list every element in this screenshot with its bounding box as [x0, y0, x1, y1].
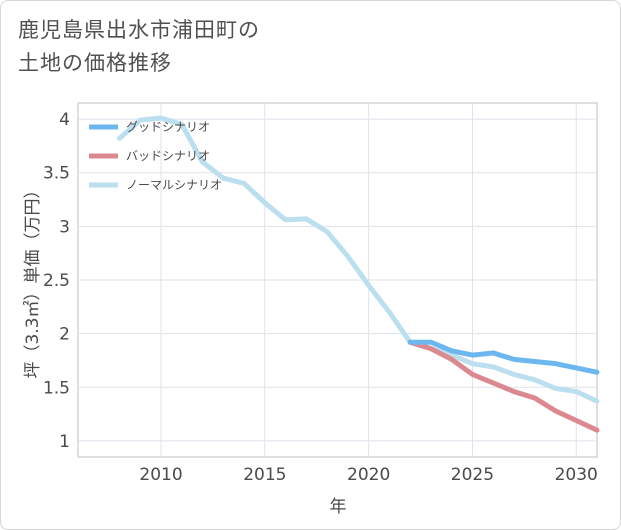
series-line — [407, 339, 600, 375]
legend-label: ノーマルシナリオ — [126, 178, 222, 192]
x-tick-label: 2030 — [555, 465, 598, 485]
chart-title: 鹿児島県出水市浦田町の 土地の価格推移 — [18, 14, 260, 80]
y-tick-label: 2.5 — [43, 271, 70, 291]
y-axis-ticks: 1 1.5 2 2.5 3 3.5 4 — [43, 110, 70, 452]
series-line — [117, 115, 600, 404]
chart-title-line-2: 土地の価格推移 — [18, 51, 172, 75]
chart-title-line-1: 鹿児島県出水市浦田町の — [18, 18, 260, 42]
series-line — [407, 339, 600, 433]
legend-label: バッドシナリオ — [126, 149, 210, 163]
y-tick-label: 4 — [59, 110, 70, 130]
x-tick-label: 2010 — [139, 465, 182, 485]
x-tick-label: 2015 — [243, 465, 286, 485]
x-tick-label: 2020 — [347, 465, 390, 485]
y-tick-label: 1.5 — [43, 378, 70, 398]
grid-lines — [78, 103, 597, 457]
x-axis-label: 年 — [330, 497, 347, 517]
legend-label: グッドシナリオ — [126, 120, 210, 134]
series-layer — [117, 115, 600, 433]
x-tick-label: 2025 — [451, 465, 494, 485]
y-tick-label: 3.5 — [43, 164, 70, 184]
y-tick-label: 2 — [59, 325, 70, 345]
y-tick-label: 1 — [59, 432, 70, 452]
y-axis-label: 坪（3.3㎡）単価（万円） — [23, 181, 43, 378]
x-axis-ticks: 2010 2015 2020 2025 2030 — [139, 465, 597, 485]
y-tick-label: 3 — [59, 217, 70, 237]
